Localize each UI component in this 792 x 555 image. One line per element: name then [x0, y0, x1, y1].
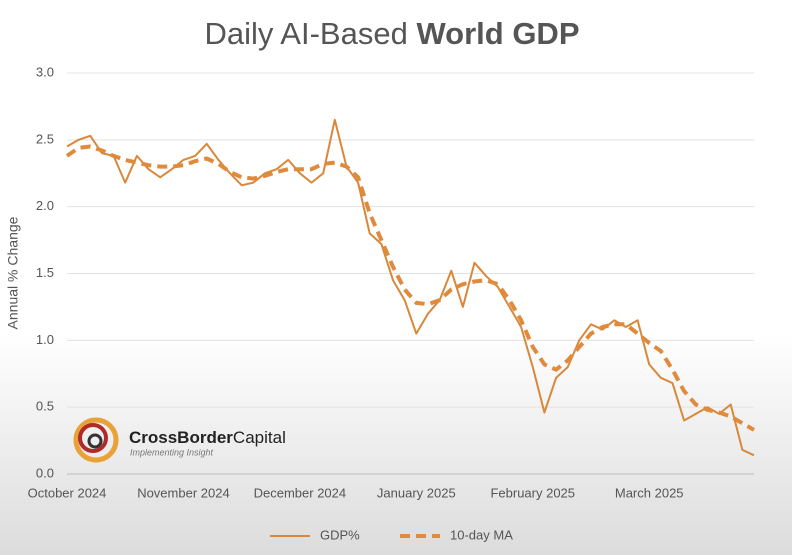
x-tick-label: February 2025 [490, 485, 575, 500]
series-line [65, 144, 756, 432]
y-tick-label: 0.0 [36, 465, 54, 480]
x-tick-label: January 2025 [377, 485, 456, 500]
logo-ring [78, 423, 108, 453]
series-line [66, 118, 755, 457]
title-regular: Daily AI-Based [205, 16, 408, 51]
legend-label: 10-day MA [450, 527, 513, 542]
y-tick-label: 1.5 [36, 265, 54, 280]
logo-name2: Capital [233, 428, 286, 447]
legend-label: GDP% [320, 527, 360, 542]
logo: CrossBorderCapital Implementing Insight [73, 417, 286, 463]
chart-title: Daily AI-Based World GDP [205, 16, 580, 51]
logo-text: CrossBorderCapital [129, 428, 286, 447]
logo-ring [87, 433, 103, 449]
logo-name: CrossBorder [129, 428, 233, 447]
y-tick-label: 2.0 [36, 198, 54, 213]
y-tick-label: 2.5 [36, 131, 54, 146]
x-tick-label: March 2025 [615, 485, 684, 500]
x-tick-label: December 2024 [254, 485, 347, 500]
x-tick-label: November 2024 [137, 485, 230, 500]
title-bold: World GDP [416, 16, 579, 51]
y-tick-label: 1.0 [36, 332, 54, 347]
y-tick-label: 0.5 [36, 399, 54, 414]
y-axis-label: Annual % Change [5, 216, 21, 329]
logo-tagline: Implementing Insight [130, 447, 214, 457]
y-tick-label: 3.0 [36, 64, 54, 79]
logo-ring [73, 417, 119, 463]
x-tick-label: October 2024 [28, 485, 107, 500]
